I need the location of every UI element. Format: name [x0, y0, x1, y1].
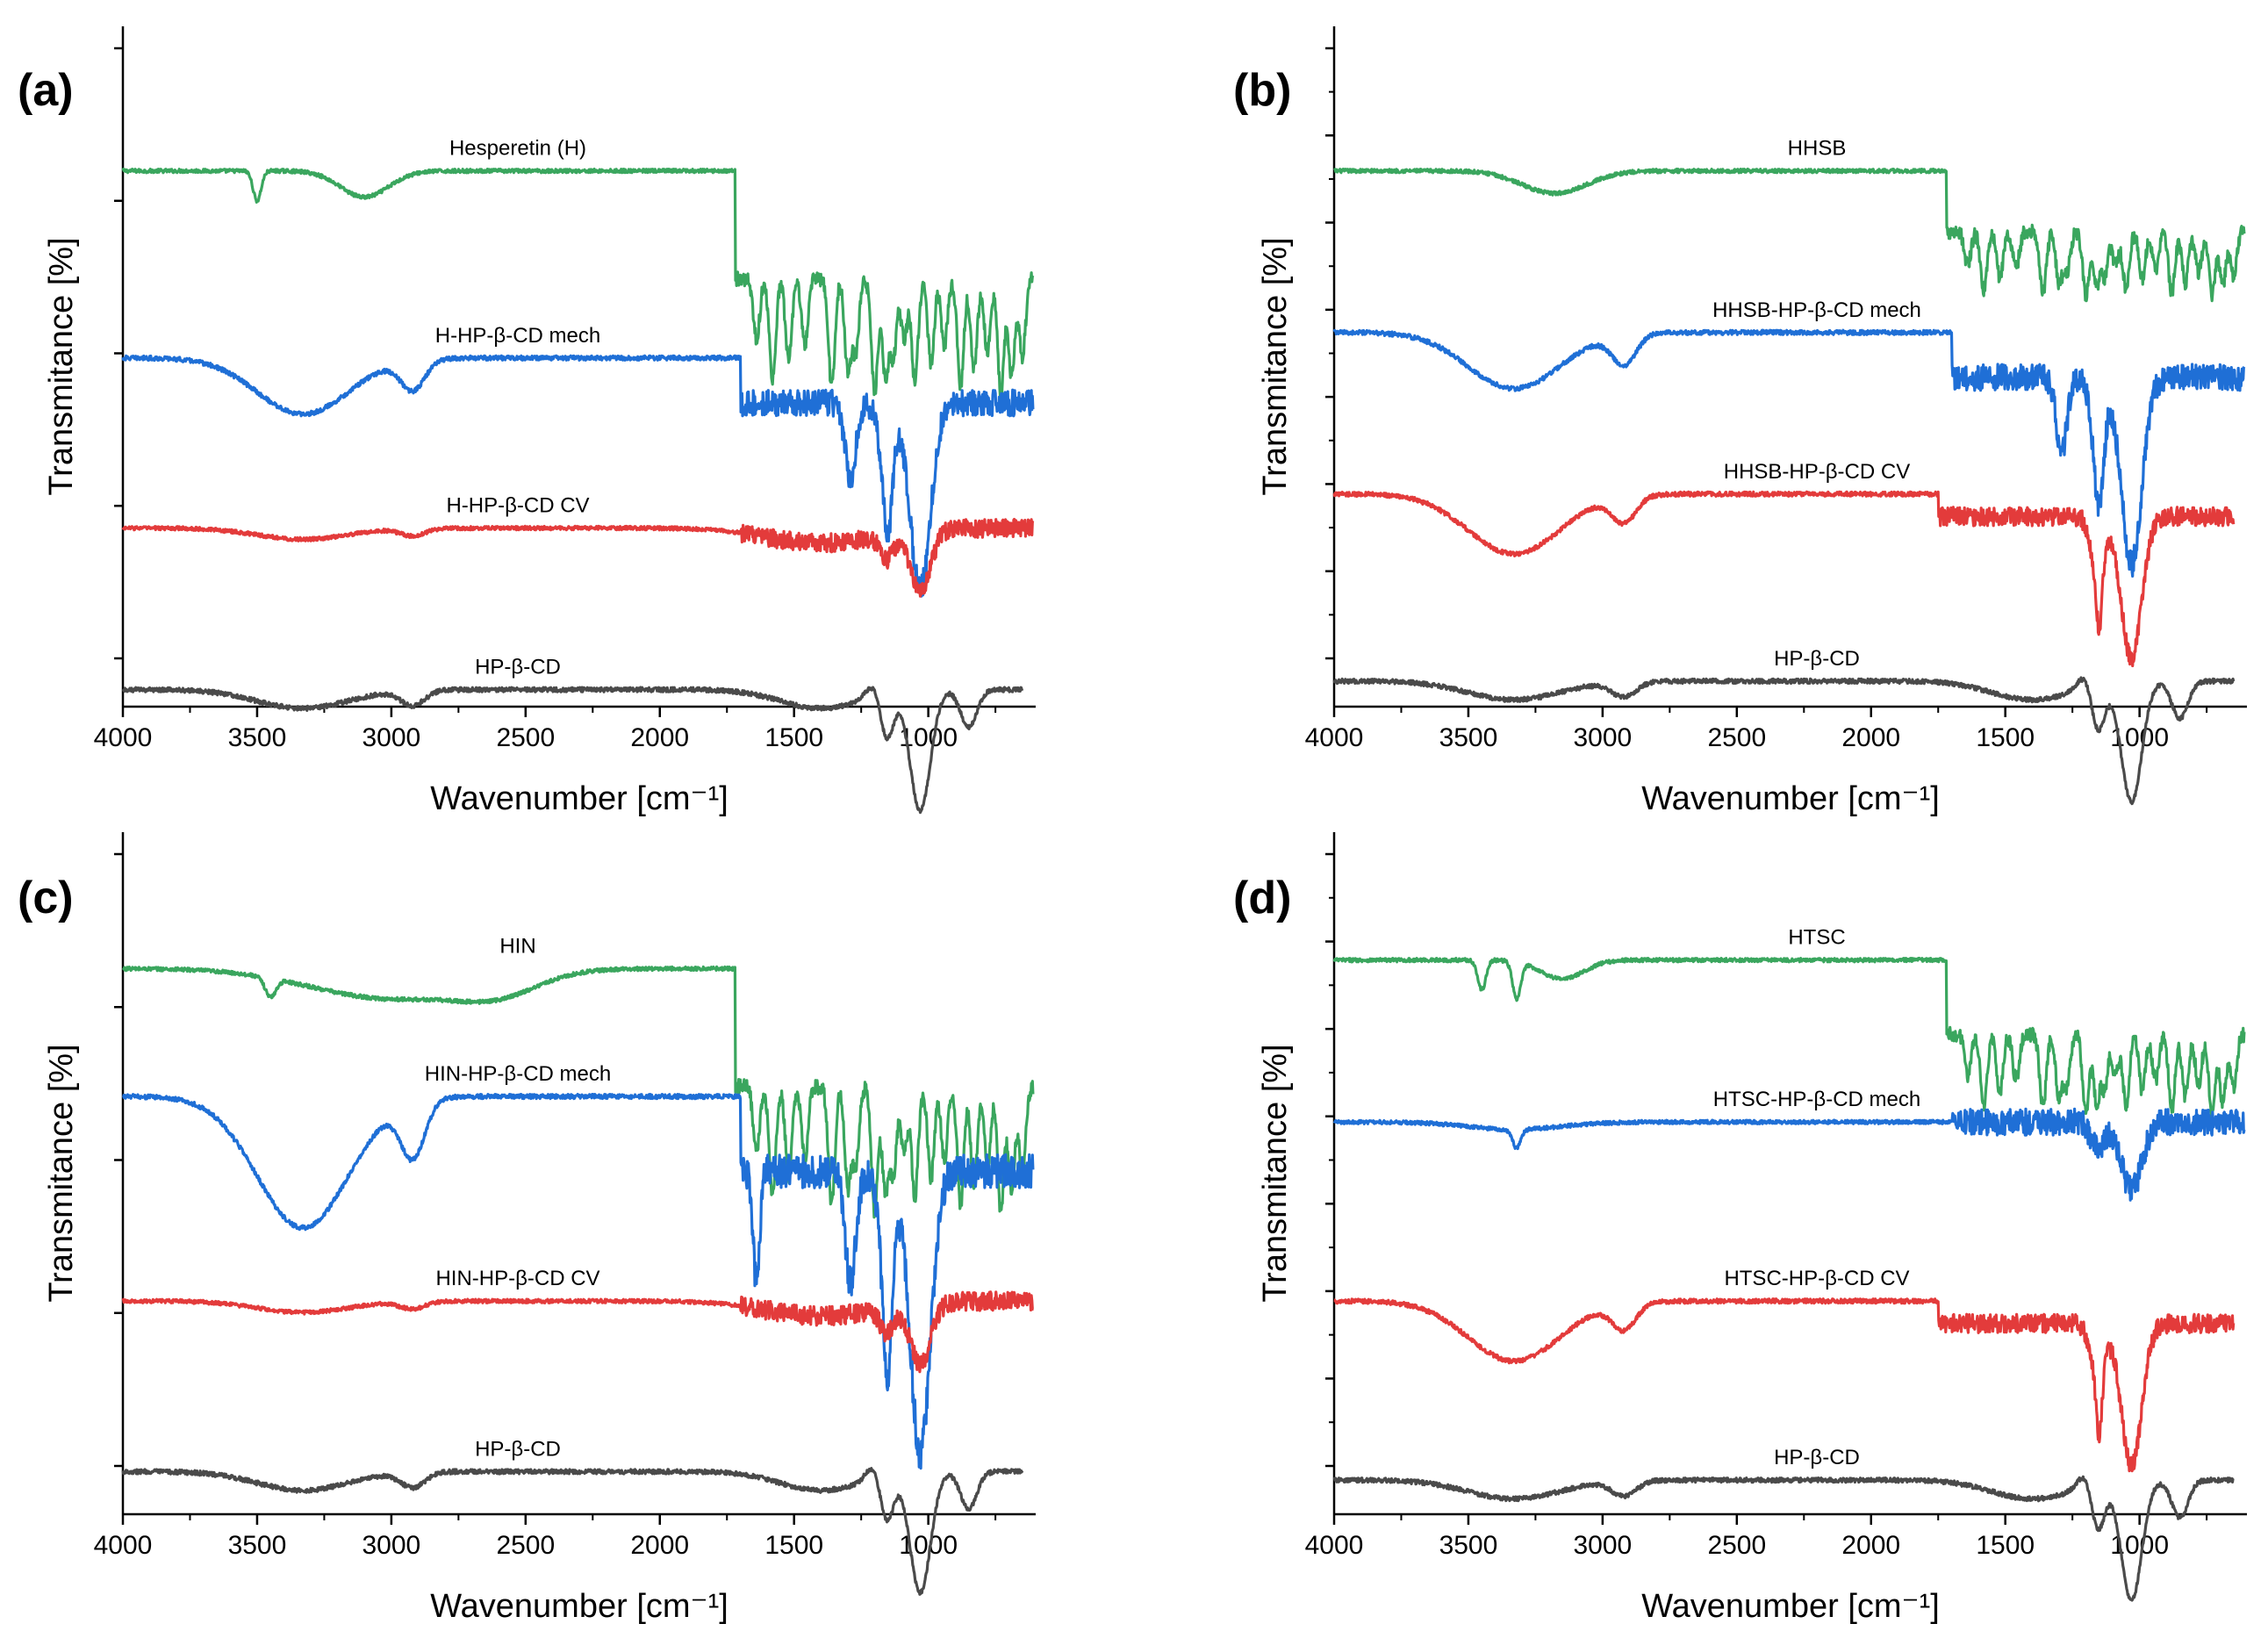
series-line-2: [1332, 1107, 2246, 1202]
x-axis-title: Wavenumber [cm⁻¹]: [430, 780, 728, 817]
panel-c: (c)4000 3500 3000 2500 2000 1500 1000Wavenumbe…: [18, 832, 1036, 1625]
x-axis-title: Wavenumber [cm⁻¹]: [1641, 1588, 1940, 1625]
x-tick-label: 4000: [1305, 723, 1364, 752]
series-label: HHSB-HP-β-CD mech: [1712, 298, 1921, 322]
series-label: HIN-HP-β-CD mech: [425, 1062, 611, 1086]
series-line-3: [121, 1290, 1034, 1374]
panel-b: (b)4000 3500 3000 2500 2000 1500 1000Wavenumbe…: [1233, 26, 2247, 817]
x-tick-label: 2000: [1841, 1531, 1900, 1560]
series-label: Hesperetin (H): [449, 137, 586, 161]
x-tick-label: 4000: [94, 723, 153, 752]
series-label: HHSB: [1788, 137, 1847, 161]
series-label: HP-β-CD: [1774, 1446, 1860, 1469]
x-tick-label: 1500: [764, 723, 823, 752]
x-tick-label: 3000: [362, 723, 421, 752]
x-tick-label: 3000: [1574, 1531, 1633, 1560]
x-tick-label: 3500: [1439, 1531, 1498, 1560]
x-tick-label: 3000: [362, 1531, 421, 1560]
series-line-4: [121, 1467, 1024, 1596]
series-label: HP-β-CD: [475, 656, 561, 679]
panel-label: (b): [1233, 65, 1291, 116]
x-axis-title: Wavenumber [cm⁻¹]: [430, 1588, 728, 1625]
x-tick-label: 3500: [1439, 723, 1498, 752]
series-label: H-HP-β-CD CV: [446, 494, 589, 518]
series-label: HTSC-HP-β-CD CV: [1724, 1267, 1909, 1290]
x-axis-title: Wavenumber [cm⁻¹]: [1641, 780, 1940, 817]
x-tick-label: 2000: [630, 1531, 689, 1560]
series-line-2: [121, 354, 1035, 598]
series-line-2: [1332, 328, 2246, 578]
y-axis-title: Transmitance [%]: [43, 1044, 80, 1302]
panel-label: (c): [18, 873, 74, 923]
series-label: HP-β-CD: [1774, 647, 1860, 671]
y-axis-title: Transmitance [%]: [1257, 237, 1294, 495]
series-label: HTSC-HP-β-CD mech: [1713, 1088, 1920, 1111]
series-label: HIN: [499, 934, 535, 958]
x-tick-label: 4000: [94, 1531, 153, 1560]
series-line-1: [121, 965, 1035, 1219]
series-line-1: [1332, 168, 2246, 303]
series-label: HP-β-CD: [475, 1437, 561, 1461]
x-tick-label: 3500: [228, 1531, 287, 1560]
series-label: H-HP-β-CD mech: [435, 324, 600, 348]
x-tick-label: 1500: [764, 1531, 823, 1560]
y-axis-title: Transmitance [%]: [43, 237, 80, 495]
panel-label: (d): [1233, 873, 1291, 923]
panel-label: (a): [18, 65, 74, 116]
x-tick-label: 2500: [496, 1531, 555, 1560]
series-line-3: [1332, 490, 2236, 668]
x-tick-label: 2500: [1707, 1531, 1766, 1560]
x-tick-label: 3500: [228, 723, 287, 752]
y-axis-title: Transmitance [%]: [1257, 1044, 1294, 1302]
series-line-1: [1332, 956, 2246, 1121]
x-tick-label: 1500: [1976, 1531, 2035, 1560]
x-tick-label: 3000: [1574, 723, 1633, 752]
x-tick-label: 1500: [1976, 723, 2035, 752]
panel-a: (a)4000 3500 3000 2500 2000 1500 1000Wavenumbe…: [18, 26, 1036, 817]
series-label: HTSC: [1788, 926, 1845, 950]
panel-d: (d)4000 3500 3000 2500 2000 1500 1000Wavenumbe…: [1233, 832, 2247, 1625]
series-line-2: [122, 1092, 1035, 1470]
series-label: HHSB-HP-β-CD CV: [1724, 460, 1910, 484]
series-line-4: [1332, 676, 2236, 806]
x-tick-label: 2500: [496, 723, 555, 752]
x-tick-label: 2500: [1707, 723, 1766, 752]
series-label: HIN-HP-β-CD CV: [435, 1267, 599, 1290]
series-line-4: [121, 686, 1024, 815]
series-line-4: [1332, 1475, 2235, 1602]
series-line-3: [1332, 1297, 2236, 1473]
x-tick-label: 2000: [1841, 723, 1900, 752]
x-tick-label: 4000: [1305, 1531, 1364, 1560]
series-line-3: [121, 517, 1035, 598]
x-tick-label: 2000: [630, 723, 689, 752]
series-line-1: [121, 168, 1035, 399]
